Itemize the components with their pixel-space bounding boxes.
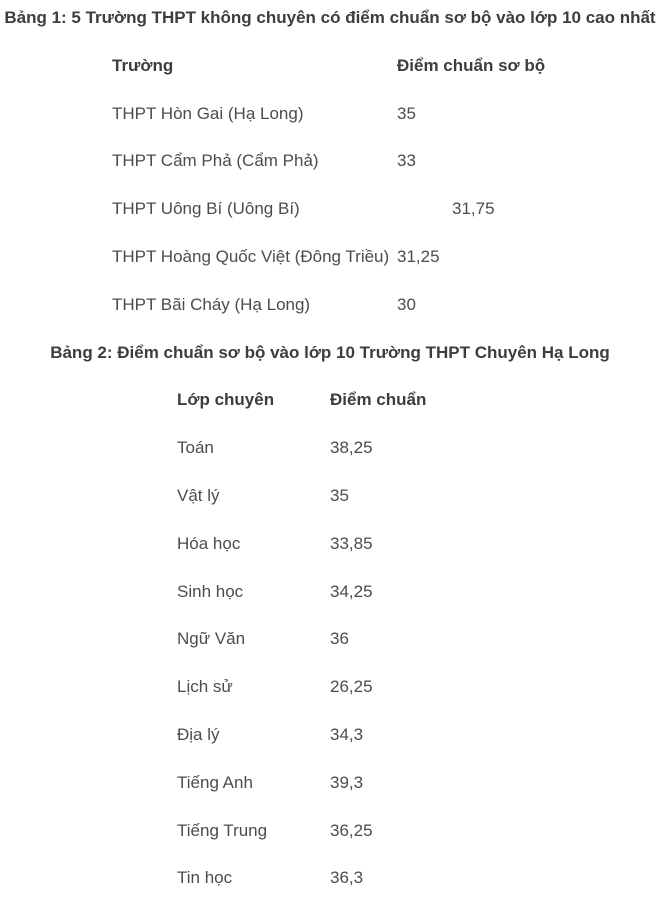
score-cell: 31,75	[452, 199, 495, 219]
table1-title-line: Bảng 1: 5 Trường THPT không chuyên có đi…	[0, 8, 660, 56]
table1-header-score: Điểm chuẩn sơ bộ	[397, 55, 546, 75]
table-row: Vật lý 35	[177, 486, 660, 534]
table2-rows: Toán 38,25 Vật lý 35 Hóa học 33,85	[0, 438, 660, 916]
table-row: Ngữ Văn 36	[177, 629, 660, 677]
table-row: THPT Cẩm Phả (Cẩm Phả) 33	[112, 151, 660, 199]
score-cell: 35	[330, 485, 349, 505]
score-cell: 34,25	[330, 581, 373, 601]
score-cell: 39,3	[330, 772, 364, 792]
table1-header-school: Trường	[112, 55, 174, 75]
table2-section: Bảng 2: Điểm chuẩn sơ bộ vào lớp 10 Trườ…	[0, 343, 660, 916]
subject-name-cell: Lịch sử	[177, 677, 233, 697]
score-cell: 33	[397, 151, 416, 171]
table2-header-row: Lớp chuyên Điểm chuẩn	[177, 390, 660, 438]
table-row: THPT Hòn Gai (Hạ Long) 35	[112, 104, 660, 152]
table1-header-row: Trường Điểm chuẩn sơ bộ	[112, 56, 660, 104]
table-row: THPT Hoàng Quốc Việt (Đông Triều) 31,25	[112, 247, 660, 295]
table2: Lớp chuyên Điểm chuẩn Toán 38,25 Vật lý …	[0, 390, 660, 916]
table-row: Địa lý 34,3	[177, 725, 660, 773]
score-cell: 35	[397, 103, 416, 123]
table-row: THPT Bãi Cháy (Hạ Long) 30	[112, 295, 660, 343]
table-row: Tiếng Anh 39,3	[177, 773, 660, 821]
table-row: Hóa học 33,85	[177, 534, 660, 582]
subject-name-cell: Toán	[177, 438, 214, 458]
table-row: Sinh học 34,25	[177, 582, 660, 630]
table-row: Tiếng Trung 36,25	[177, 821, 660, 869]
table2-title-line: Bảng 2: Điểm chuẩn sơ bộ vào lớp 10 Trườ…	[0, 343, 660, 391]
score-cell: 34,3	[330, 724, 364, 744]
subject-name-cell: Tin học	[177, 868, 233, 888]
table1-rows: THPT Hòn Gai (Hạ Long) 35 THPT Cẩm Phả (…	[0, 104, 660, 343]
subject-name-cell: Sinh học	[177, 581, 244, 601]
school-name-cell: THPT Hòn Gai (Hạ Long)	[112, 103, 304, 123]
score-cell: 33,85	[330, 533, 373, 553]
table1: Trường Điểm chuẩn sơ bộ THPT Hòn Gai (Hạ…	[0, 56, 660, 343]
school-name-cell: THPT Uông Bí (Uông Bí)	[112, 199, 300, 219]
table-row: THPT Uông Bí (Uông Bí) 31,75	[112, 199, 660, 247]
subject-name-cell: Hóa học	[177, 533, 241, 553]
table2-title: Bảng 2: Điểm chuẩn sơ bộ vào lớp 10 Trườ…	[50, 342, 610, 362]
school-name-cell: THPT Cẩm Phả (Cẩm Phả)	[112, 151, 319, 171]
table2-header-class: Lớp chuyên	[177, 390, 275, 410]
score-cell: 36	[330, 629, 349, 649]
table-row: Lịch sử 26,25	[177, 677, 660, 725]
table1-title: Bảng 1: 5 Trường THPT không chuyên có đi…	[4, 8, 656, 27]
score-cell: 36,25	[330, 820, 373, 840]
score-cell: 38,25	[330, 438, 373, 458]
score-cell: 31,25	[397, 246, 440, 266]
table-row: Tin học 36,3	[177, 868, 660, 916]
table-row: Toán 38,25	[177, 438, 660, 486]
score-cell: 26,25	[330, 677, 373, 697]
score-cell: 36,3	[330, 868, 364, 888]
subject-name-cell: Ngữ Văn	[177, 629, 246, 649]
subject-name-cell: Địa lý	[177, 724, 220, 744]
subject-name-cell: Tiếng Trung	[177, 820, 268, 840]
school-name-cell: THPT Hoàng Quốc Việt (Đông Triều)	[112, 246, 390, 266]
table2-header-score: Điểm chuẩn	[330, 390, 427, 410]
table1-section: Bảng 1: 5 Trường THPT không chuyên có đi…	[0, 8, 660, 343]
school-name-cell: THPT Bãi Cháy (Hạ Long)	[112, 294, 311, 314]
subject-name-cell: Tiếng Anh	[177, 772, 253, 792]
subject-name-cell: Vật lý	[177, 485, 220, 505]
score-cell: 30	[397, 294, 416, 314]
